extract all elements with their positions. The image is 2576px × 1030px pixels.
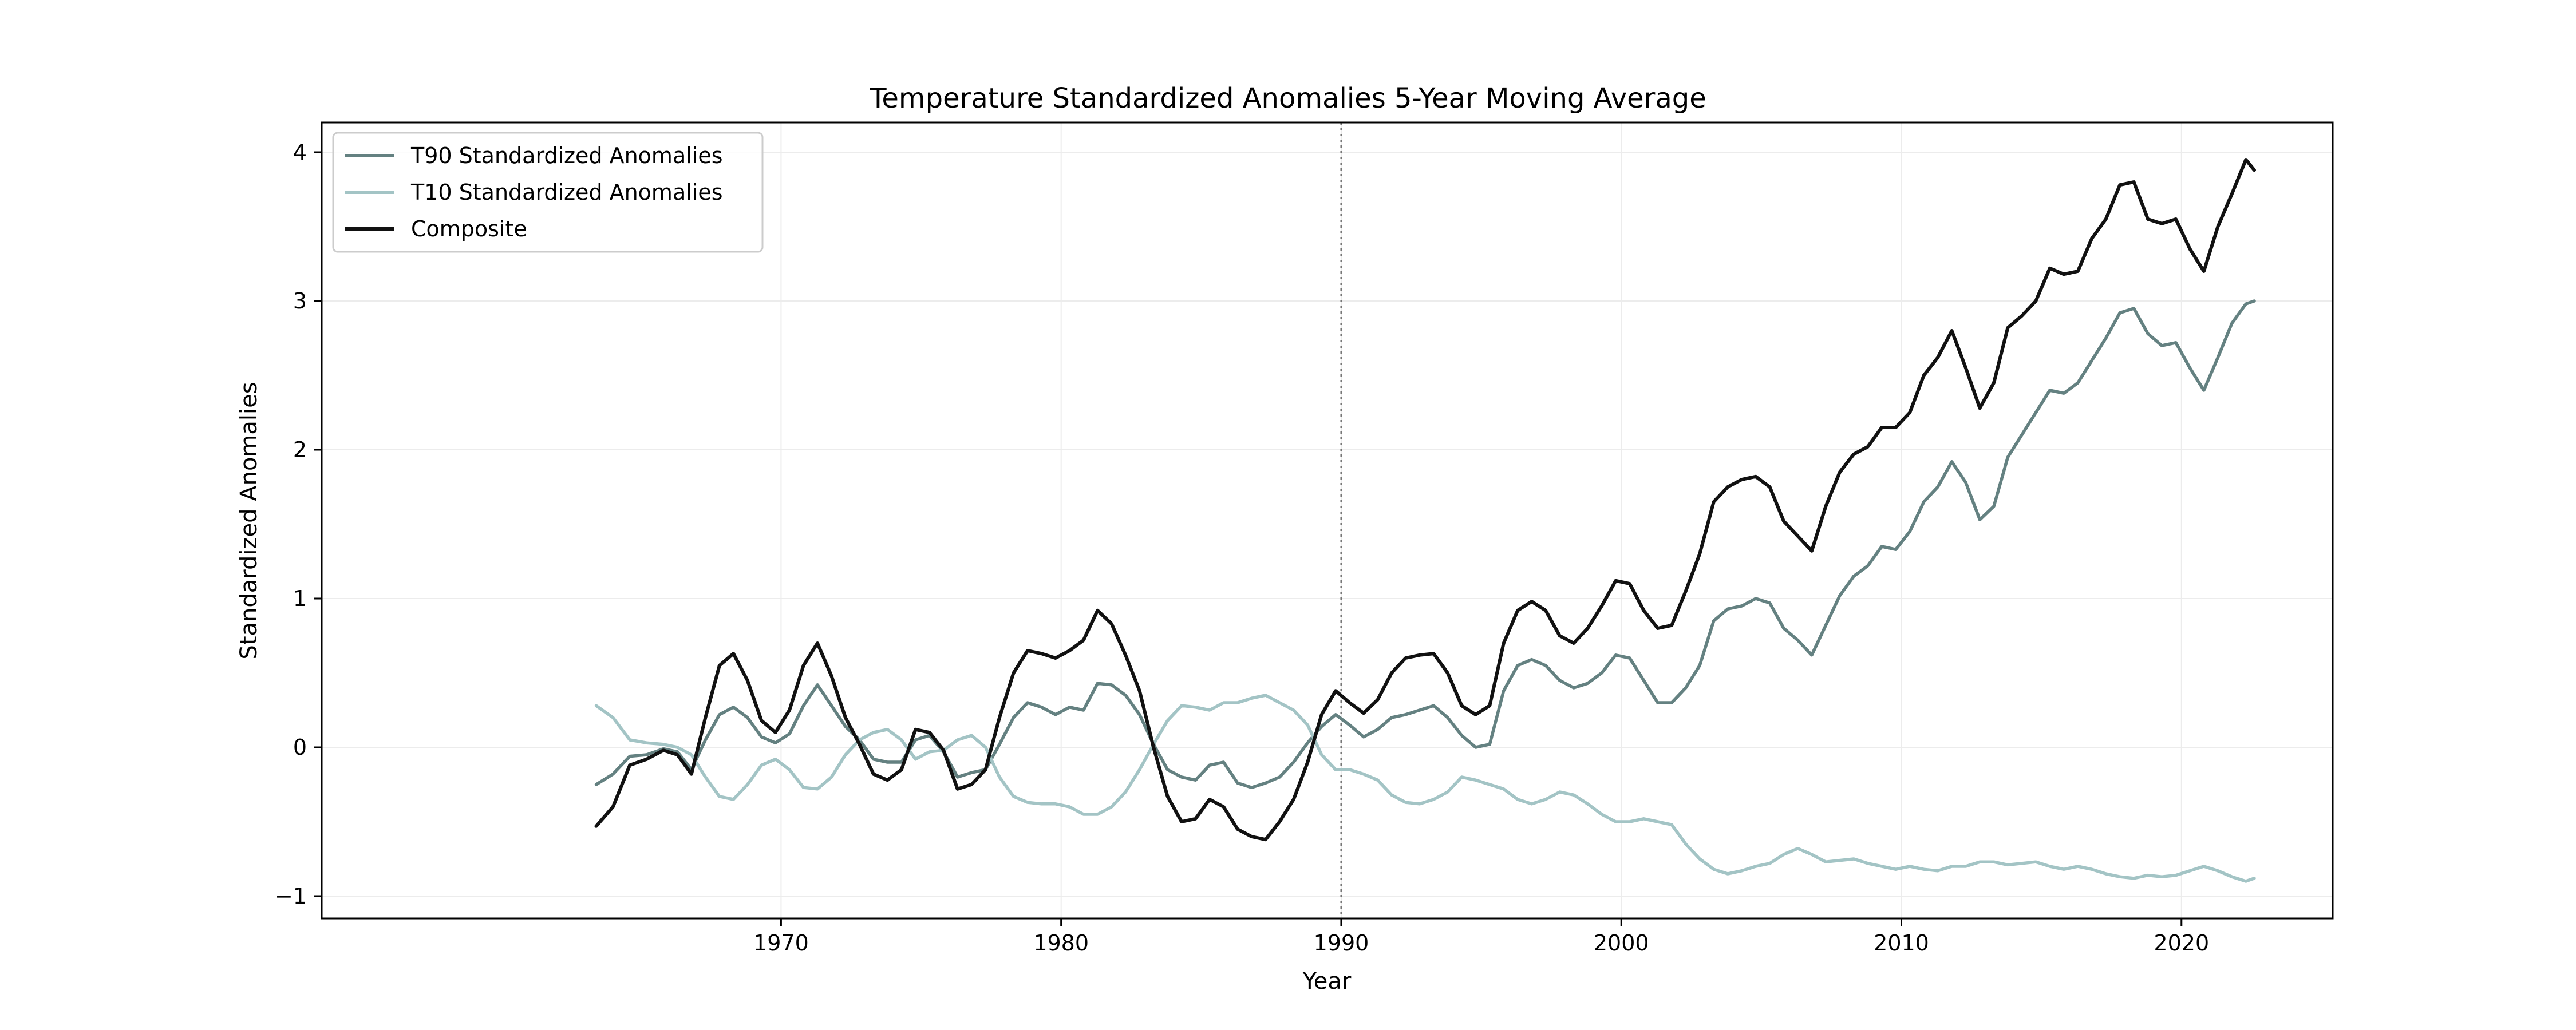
- x-axis: 1970 1980 1990 2000 2010 2020: [753, 918, 2209, 956]
- legend-label-t90: T90 Standardized Anomalies: [410, 143, 723, 168]
- x-tick-label-1970: 1970: [753, 930, 809, 956]
- legend-box: [332, 132, 764, 253]
- x-tick-label-2020: 2020: [2154, 930, 2209, 956]
- y-tick-label-4: 4: [293, 140, 307, 165]
- plot-frame: [321, 121, 2334, 920]
- y-axis-label: Standardized Anomalies: [236, 382, 262, 659]
- series-group: [594, 158, 2256, 883]
- series-line-t10: [594, 694, 2256, 883]
- y-tick-label-2: 2: [293, 437, 307, 462]
- y-tick-label-1: 1: [293, 586, 307, 611]
- x-tick-label-1980: 1980: [1033, 930, 1089, 956]
- y-tick-label-0: 0: [293, 735, 307, 760]
- y-tick-label--1: −1: [275, 884, 307, 909]
- y-tick-label-3: 3: [293, 288, 307, 314]
- x-tick-label-2000: 2000: [1594, 930, 1649, 956]
- chart-title: Temperature Standardized Anomalies 5-Yea…: [869, 82, 1706, 114]
- series-line-t90: [594, 299, 2256, 789]
- legend-label-t10: T10 Standardized Anomalies: [410, 180, 723, 205]
- legend-label-composite: Composite: [411, 216, 527, 241]
- y-axis: −1 0 1 2 3 4: [275, 140, 322, 909]
- x-tick-label-1990: 1990: [1314, 930, 1369, 956]
- series-line-composite: [594, 158, 2256, 842]
- legend: T90 Standardized Anomalies T10 Standardi…: [332, 132, 764, 253]
- x-tick-label-2010: 2010: [1874, 930, 1929, 956]
- x-axis-label: Year: [1302, 968, 1352, 995]
